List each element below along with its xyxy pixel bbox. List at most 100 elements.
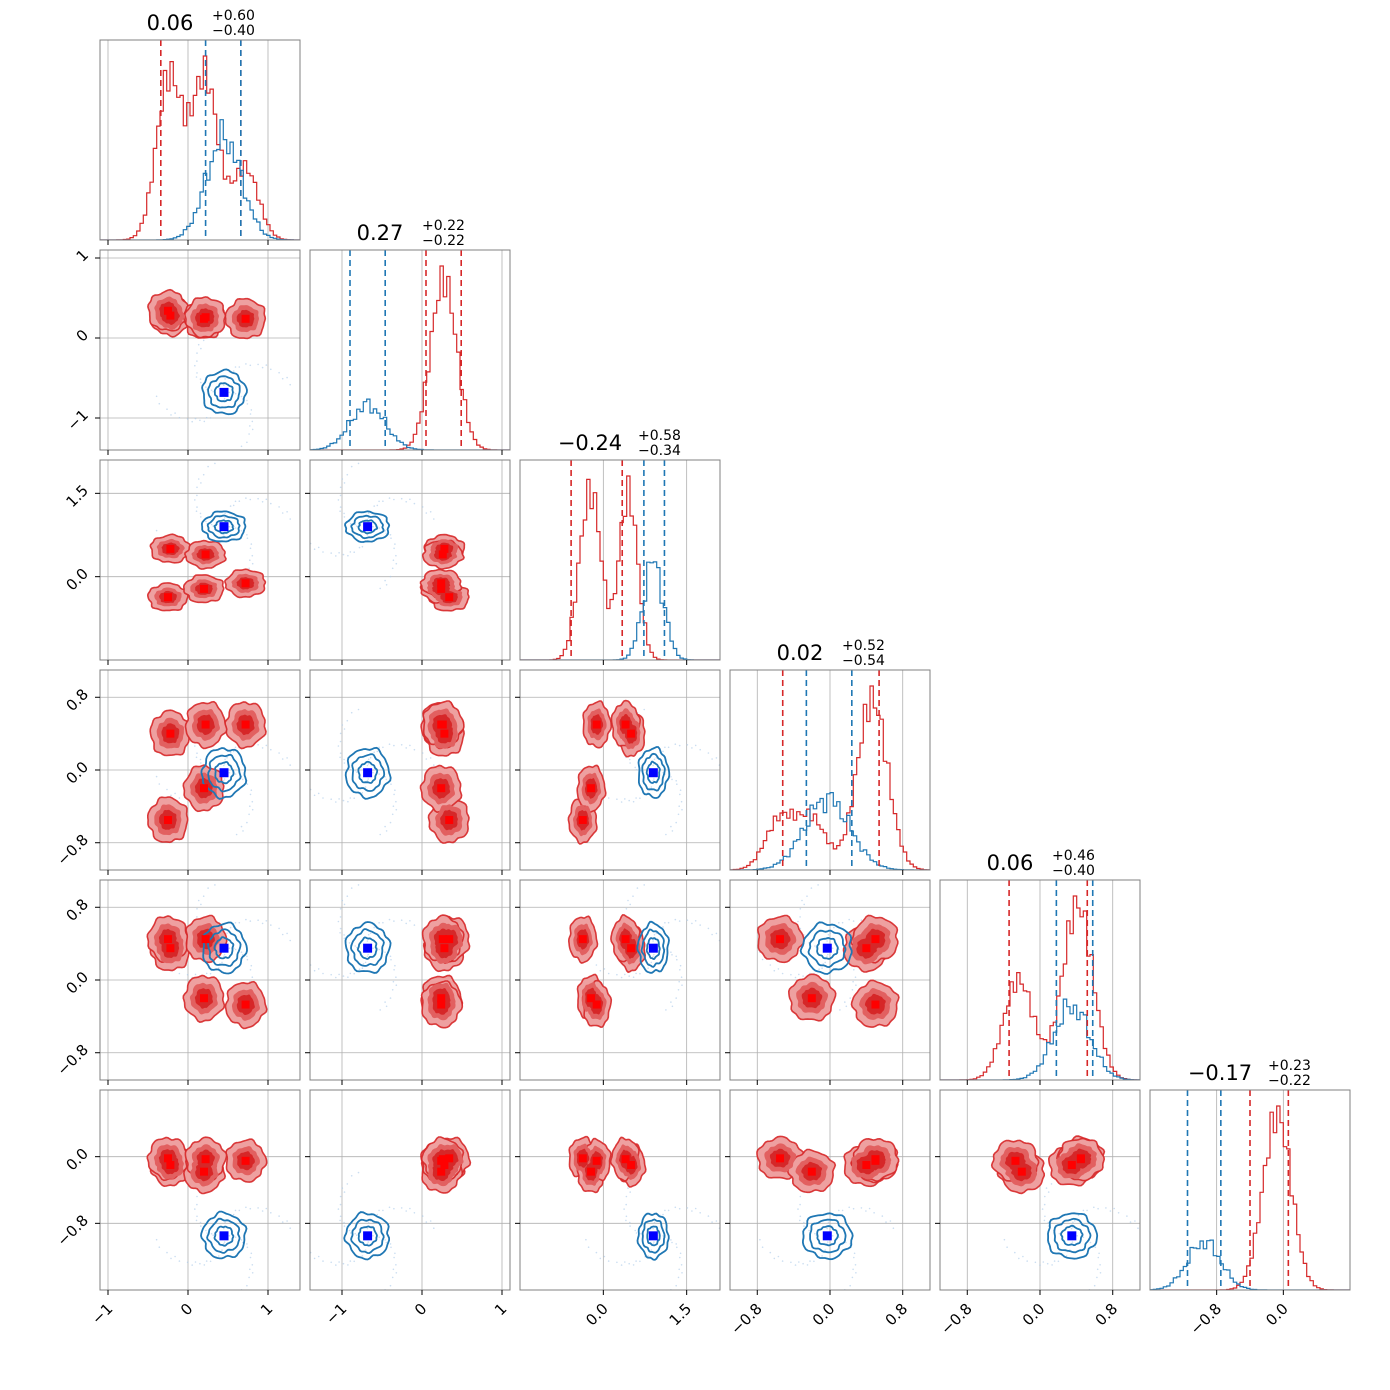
red-truth-marker <box>621 935 630 944</box>
blue-sample-point <box>223 955 225 958</box>
blue-sample-point <box>405 1210 408 1212</box>
blue-sample-point <box>378 527 381 529</box>
blue-sample-point <box>777 1255 780 1258</box>
x-tick-label: 0.8 <box>1092 1300 1122 1330</box>
blue-sample-point <box>196 1203 198 1206</box>
blue-sample-point <box>228 771 231 774</box>
blue-sample-point <box>322 1260 324 1262</box>
blue-sample-point <box>155 1238 158 1241</box>
blue-sample-point <box>616 798 618 800</box>
y-tick-label: 0.0 <box>62 565 92 595</box>
blue-sample-point <box>241 954 244 956</box>
panel-frame <box>1149 1089 1351 1291</box>
blue-sample-point <box>671 778 673 781</box>
blue-sample-point <box>212 1234 214 1236</box>
blue-sample-point <box>257 919 259 921</box>
blue-sample-point <box>677 813 680 816</box>
blue-sample-point <box>270 368 272 371</box>
blue-sample-point <box>865 1210 867 1212</box>
blue-sample-point <box>672 1293 674 1295</box>
blue-sample-point <box>662 1213 664 1216</box>
blue-sample-point <box>1003 1238 1006 1241</box>
panel-title-plus: +0.46 <box>1052 848 1095 864</box>
blue-sample-point <box>388 743 391 745</box>
blue-sample-point <box>250 1252 253 1255</box>
blue-sample-point <box>338 552 340 554</box>
blue-sample-point <box>373 751 376 753</box>
blue-sample-point <box>191 420 193 423</box>
blue-sample-point <box>707 1215 710 1217</box>
blue-sample-point <box>384 529 386 532</box>
blue-sample-point <box>632 895 634 897</box>
blue-sample-point <box>1065 1255 1068 1257</box>
blue-sample-point <box>245 497 247 499</box>
blue-sample-point <box>343 903 346 906</box>
blue-sample-point <box>339 1215 342 1218</box>
y-tick-label: −1 <box>64 406 92 434</box>
blue-sample-point <box>229 505 232 507</box>
blue-sample-point <box>249 559 251 561</box>
blue-sample-point <box>343 937 346 940</box>
blue-sample-point <box>364 786 367 788</box>
blue-sample-point <box>240 1239 243 1241</box>
blue-sample-point <box>350 1175 353 1177</box>
blue-sample-point <box>1096 1276 1098 1279</box>
blue-sample-point <box>223 397 226 400</box>
blue-sample-point <box>361 545 364 548</box>
red-truth-marker <box>437 579 446 588</box>
panel-title-minus: −0.34 <box>638 443 681 459</box>
blue-truth-marker <box>648 1231 658 1241</box>
panel-1-1: 0.27 +0.22−0.22 <box>309 218 511 455</box>
red-truth-marker <box>164 935 172 944</box>
blue-sample-point <box>635 1232 638 1234</box>
blue-sample-point <box>278 371 280 374</box>
blue-sample-point <box>636 887 639 889</box>
blue-sample-point <box>155 395 158 398</box>
blue-density-contour <box>206 1217 241 1254</box>
blue-sample-point <box>831 947 834 949</box>
blue-sample-point <box>302 1246 304 1248</box>
blue-truth-marker <box>822 1231 832 1241</box>
blue-sample-point <box>624 973 626 976</box>
blue-sample-point <box>199 1221 202 1224</box>
blue-sample-point <box>1134 1220 1136 1222</box>
blue-sample-point <box>354 769 357 772</box>
blue-sample-point <box>813 1260 815 1263</box>
blue-sample-point <box>1050 1183 1053 1185</box>
blue-sample-point <box>339 1203 342 1206</box>
blue-sample-point <box>798 1261 800 1263</box>
blue-sample-point <box>853 969 855 971</box>
blue-density-contour <box>344 510 391 543</box>
blue-sample-point <box>409 920 411 922</box>
blue-sample-point <box>357 884 360 886</box>
blue-sample-point <box>686 919 689 921</box>
blue-sample-point <box>827 933 830 936</box>
blue-sample-point <box>337 745 340 747</box>
blue-sample-point <box>433 518 435 520</box>
blue-sample-point <box>248 813 250 816</box>
y-tick-label: 0.8 <box>62 685 92 715</box>
blue-sample-point <box>199 512 202 515</box>
blue-density-contour <box>213 519 235 535</box>
red-truth-marker <box>440 1161 449 1169</box>
blue-sample-point <box>653 778 655 780</box>
blue-sample-point <box>248 1276 250 1279</box>
blue-sample-point <box>223 1227 225 1230</box>
blue-sample-point <box>240 445 243 448</box>
blue-sample-point <box>1053 1260 1056 1262</box>
blue-sample-point <box>234 922 237 924</box>
red-truth-marker <box>437 994 446 1003</box>
red-truth-marker <box>627 1161 636 1169</box>
panel-content <box>302 1090 510 1290</box>
blue-sample-point <box>246 534 248 536</box>
blue-sample-point <box>1099 1272 1102 1274</box>
blue-density-contour <box>807 929 847 969</box>
red-truth-marker <box>862 944 871 953</box>
blue-sample-point <box>826 1227 828 1230</box>
blue-sample-point <box>223 953 226 956</box>
blue-sample-point <box>214 462 216 465</box>
x-tick-label: −1 <box>322 1300 350 1328</box>
blue-sample-point <box>640 1232 642 1235</box>
panel-title-minus: −0.22 <box>422 233 465 249</box>
panel-frame <box>99 459 301 661</box>
